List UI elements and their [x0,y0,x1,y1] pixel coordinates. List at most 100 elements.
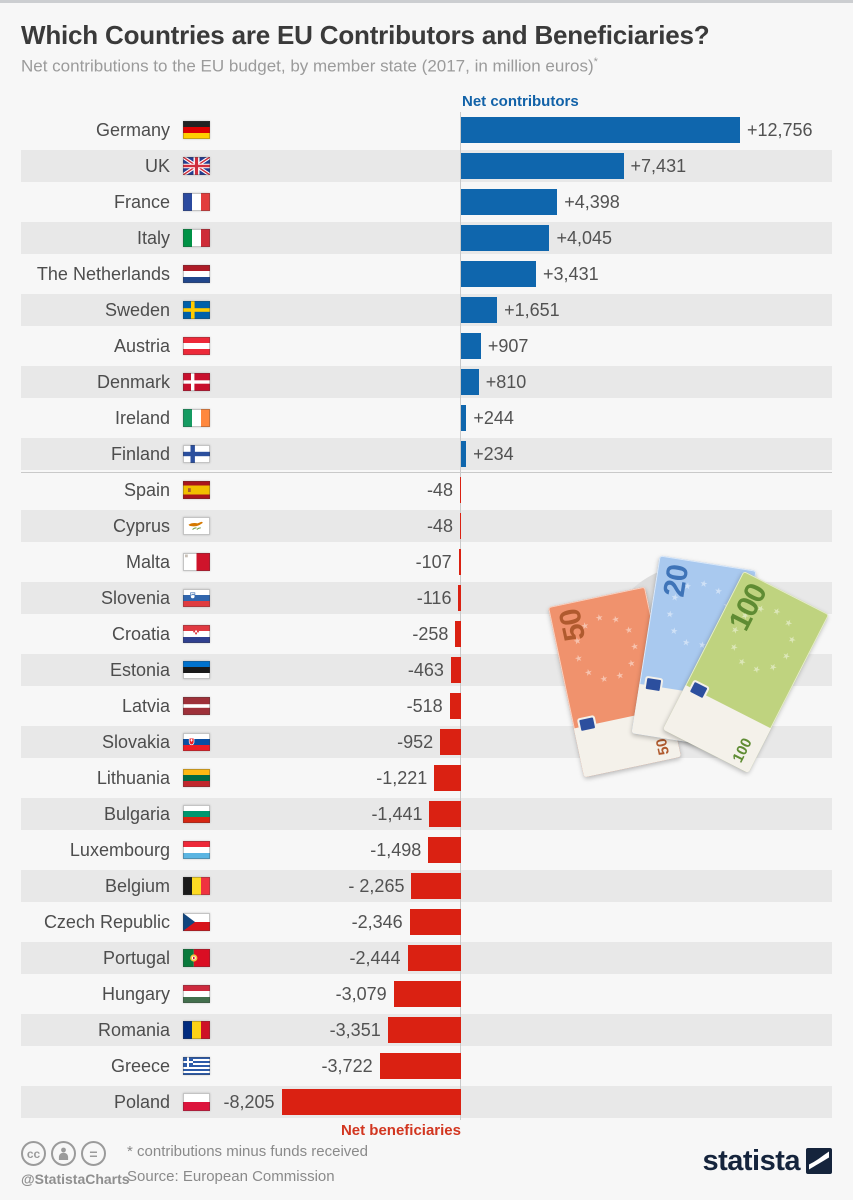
footer: cc = @StatistaCharts * contributions min… [21,1139,832,1197]
value-label: -1,498 [370,840,422,860]
value-label: +907 [487,336,529,356]
flag-cyprus-icon [183,517,210,535]
value-label: -116 [416,588,452,608]
svg-text:★: ★ [739,609,751,622]
country-label: Finland [110,444,170,464]
flag-romania-icon [183,1021,210,1039]
country-label: Cyprus [112,516,170,536]
flag-austria-icon [183,337,210,355]
denomination-large: 20 [657,562,696,600]
contribution-bar [440,729,461,755]
value-label: +12,756 [747,120,813,140]
chart-row: Romania -3,351 [21,1012,832,1048]
country-label: Bulgaria [103,804,170,824]
country-label: France [113,192,170,212]
contribution-bar [461,189,558,215]
svg-text:★: ★ [767,661,779,674]
svg-text:★: ★ [729,624,741,637]
chart-row: Lithuania -1,221 [21,760,832,796]
country-label: Malta [125,552,170,572]
value-label: -2,346 [351,912,403,932]
contribution-bar [387,1017,461,1043]
country-label: Czech Republic [43,912,170,932]
svg-text:★: ★ [781,650,793,663]
flag-uk-icon [183,157,210,175]
country-label: Hungary [101,984,170,1004]
contribution-bar [461,441,467,467]
chart-row: Luxembourg -1,498 [21,832,832,868]
chart-row: Bulgaria -1,441 [21,796,832,832]
chart-row: Cyprus -48 [21,508,832,544]
net-beneficiaries-label: Net beneficiaries [340,1122,461,1139]
svg-text:★: ★ [783,617,795,630]
contribution-bar [409,909,461,935]
stars-pattern: ★★★★★★★★★★★ [691,571,830,719]
chart-row: Portugal -2,444 [21,940,832,976]
value-label: -952 [397,732,434,752]
contribution-bar [428,837,461,863]
svg-text:★: ★ [736,656,748,669]
svg-text:★: ★ [771,605,783,618]
stars-pattern: ★★★★★★★★★★★ [548,587,666,721]
equal-sign-icon: = [81,1141,106,1166]
flag-italy-icon [183,229,210,247]
eu-emblem [579,717,596,731]
value-label: -463 [407,660,444,680]
chart-footnote: * contributions minus funds received [127,1143,368,1160]
country-label: Poland [113,1092,170,1112]
value-label: +4,398 [564,192,620,212]
flag-sweden-icon [183,301,210,319]
value-label: -3,722 [321,1056,373,1076]
value-label: -8,205 [223,1092,275,1112]
country-label: Ireland [114,408,170,428]
zero-axis-line [460,112,461,1120]
svg-text:★: ★ [683,581,693,592]
country-label: Spain [123,480,170,500]
flag-germany-icon [183,121,210,139]
flag-bulgaria-icon [183,805,210,823]
flag-poland-icon [183,1093,210,1111]
top-border [0,0,853,3]
country-label: Portugal [102,948,170,968]
contribution-bar [461,405,467,431]
chart-row: Latvia -518 [21,688,832,724]
chart-row: Belgium - 2,265 [21,868,832,904]
country-label: Croatia [111,624,170,644]
value-label: -3,079 [335,984,387,1004]
statista-logo-text: statista [702,1145,800,1177]
contribution-bar [458,549,461,575]
svg-text:★: ★ [728,641,740,654]
subtitle-text: Net contributions to the EU budget, by m… [21,56,594,76]
flag-belgium-icon [183,877,210,895]
country-label: Germany [95,120,170,140]
chart-row: France +4,398 [21,184,832,220]
flag-ireland-icon [183,409,210,427]
value-label: - 2,265 [348,876,405,896]
value-label: -518 [406,696,443,716]
flag-spain-icon [183,481,210,499]
contribution-bar [461,117,740,143]
contribution-bar [461,225,550,251]
chart-row: Hungary -3,079 [21,976,832,1012]
contribution-bar [434,765,461,791]
flag-luxembourg-icon [183,841,210,859]
denomination-small: 50 [653,737,674,757]
contribution-bar [379,1053,461,1079]
chart-row: Ireland +244 [21,400,832,436]
contribution-bar [455,621,461,647]
svg-text:★: ★ [755,602,767,615]
chart-row: Czech Republic -2,346 [21,904,832,940]
contribution-bar [461,369,479,395]
contribution-bar [461,153,624,179]
flag-greece-icon [183,1057,210,1075]
chart-row: Sweden +1,651 [21,292,832,328]
flag-denmark-icon [183,373,210,391]
chart-row: Spain -48 [21,472,832,508]
svg-text:★: ★ [630,641,640,652]
svg-text:★: ★ [572,635,582,646]
contribution-bar [429,801,461,827]
contribution-bar [461,333,481,359]
value-label: -48 [426,516,453,536]
country-label: Estonia [109,660,170,680]
country-label: Italy [136,228,170,248]
